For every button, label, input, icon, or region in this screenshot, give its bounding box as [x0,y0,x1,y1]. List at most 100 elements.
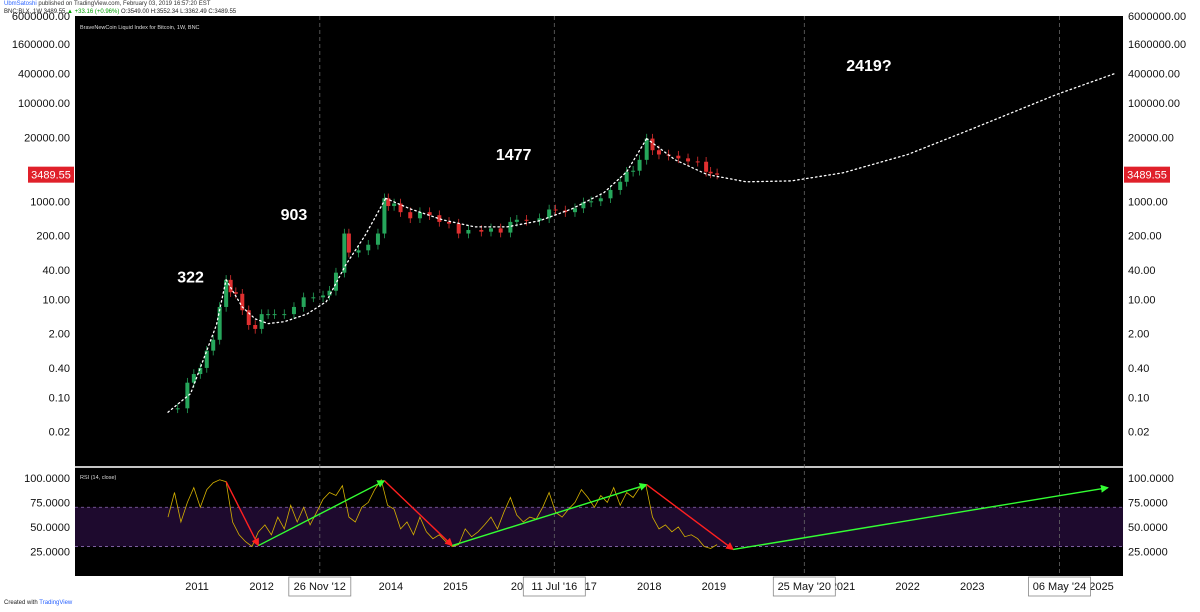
x-tick-label: 2011 [185,581,209,593]
price-tick-label-right: 1000.00 [1128,196,1168,208]
candle-body [211,339,216,351]
candle-body [191,374,196,383]
rsi-tick-label-right: 25.0000 [1128,546,1168,558]
price-tick-label-right: 6000000.00 [1128,11,1186,23]
rsi-trend-arrow [646,484,735,551]
candle-body [686,158,691,162]
price-tick-label-left: 10.00 [42,294,70,306]
candle-body [346,233,351,253]
date-label-box [1028,576,1091,597]
rsi-tick-label-left: 25.0000 [30,546,70,558]
candle-body [715,173,720,175]
x-tick-label: 2023 [960,581,984,593]
x-tick-label: 2022 [895,581,919,593]
rsi-trend-arrow [383,480,453,547]
candle-body [204,350,209,368]
candle-body [676,155,681,159]
price-tick-label-right: 200.00 [1128,231,1162,243]
trend-curve [646,73,1116,183]
price-tick-label-left: 0.10 [49,392,70,404]
cycle-annotation: 2419? [846,58,891,75]
date-label-box [288,576,352,597]
symbol-info: BNC:BLX, 1W 3489.55 ▲ +33.16 (+0.96%) O:… [4,8,236,16]
rsi-tick-label-left: 50.0000 [30,522,70,534]
price-change: ▲ +33.16 (+0.96%) [67,9,120,15]
candle-body [656,150,661,155]
price-tick-label-right: 40.00 [1128,265,1156,277]
trend-curve [385,197,573,228]
price-tick-label-right: 400000.00 [1128,69,1180,81]
rsi-tick-label-right: 75.0000 [1128,497,1168,509]
candle-body [456,223,461,234]
candle-body [581,202,586,209]
rsi-title: RSI (14, close) [80,475,117,481]
rsi-tick-label-left: 75.0000 [30,497,70,509]
candle-body [437,215,442,222]
rsi-tick-label-right: 50.0000 [1128,522,1168,534]
candle-body [386,198,391,207]
candle-body [498,228,503,233]
candle-body [572,208,577,213]
date-label-box [772,576,836,597]
tradingview-brand[interactable]: TradingView [39,600,73,606]
candle-body [466,229,471,234]
candle-body [417,212,422,219]
candle-body [644,138,649,160]
price-pane [75,16,1123,466]
cycle-annotation: 903 [281,207,308,224]
x-tick-label: 2015 [443,581,467,593]
last-price-label-right: 3489.55 [1127,170,1167,182]
candle-body [508,221,513,233]
candle-body [185,382,190,409]
price-tick-label-left: 0.02 [49,427,70,439]
x-tick-label: 2021 [831,581,855,593]
candle-body [398,203,403,213]
rsi-tick-label-left: 100.0000 [24,473,70,485]
date-label-box [522,576,586,597]
price-tick-label-right: 10.00 [1128,294,1156,306]
candle-body [311,297,316,299]
candle-body [637,159,642,171]
price-tick-label-left: 2.00 [49,329,70,341]
date-label: 06 May '24 [1033,581,1086,593]
trend-curve [225,279,327,325]
candle-body [327,290,332,296]
price-tick-label-right: 0.02 [1128,427,1149,439]
candle-body [392,203,397,207]
trend-curve [325,197,387,303]
price-tick-label-left: 40.00 [42,265,70,277]
rsi-band [75,507,1123,547]
x-tick-label: 2025 [1089,581,1113,593]
candle-body [356,250,361,253]
footer: Created with TradingView [4,600,72,606]
candle-body [624,171,629,182]
candle-body [553,209,558,211]
price-tick-label-right: 0.10 [1128,392,1149,404]
candle-body [301,297,306,307]
candle-body [589,201,594,203]
last-price-tag-left [28,166,74,183]
candle-body [631,170,636,172]
candle-body [618,181,623,190]
symbol-label: BNC:BLX, 1W 3489.55 [4,9,66,15]
trend-curve [571,137,648,210]
price-tick-label-left: 20000.00 [24,132,70,144]
candle-body [598,198,603,202]
candle-body [272,314,277,316]
author-link[interactable]: UbmSatoshi [4,1,37,7]
price-tick-label-right: 2.00 [1128,329,1149,341]
price-tick-label-left: 0.40 [49,363,70,375]
rsi-trend-arrow [733,484,1109,551]
candle-body [233,292,238,294]
candle-body [427,212,432,216]
candle-body [514,219,519,222]
candle-body [447,221,452,224]
price-tick-label-left: 1000.00 [30,196,70,208]
rsi-tick-label-right: 100.0000 [1128,473,1174,485]
candle-body [342,233,347,273]
candle-body [479,229,484,232]
price-tick-label-left: 6000000.00 [12,11,70,23]
ohlc-values: O:3549.00 H:3552.34 L:3362.49 C:3489.55 [121,9,237,15]
candle-body [266,314,271,316]
